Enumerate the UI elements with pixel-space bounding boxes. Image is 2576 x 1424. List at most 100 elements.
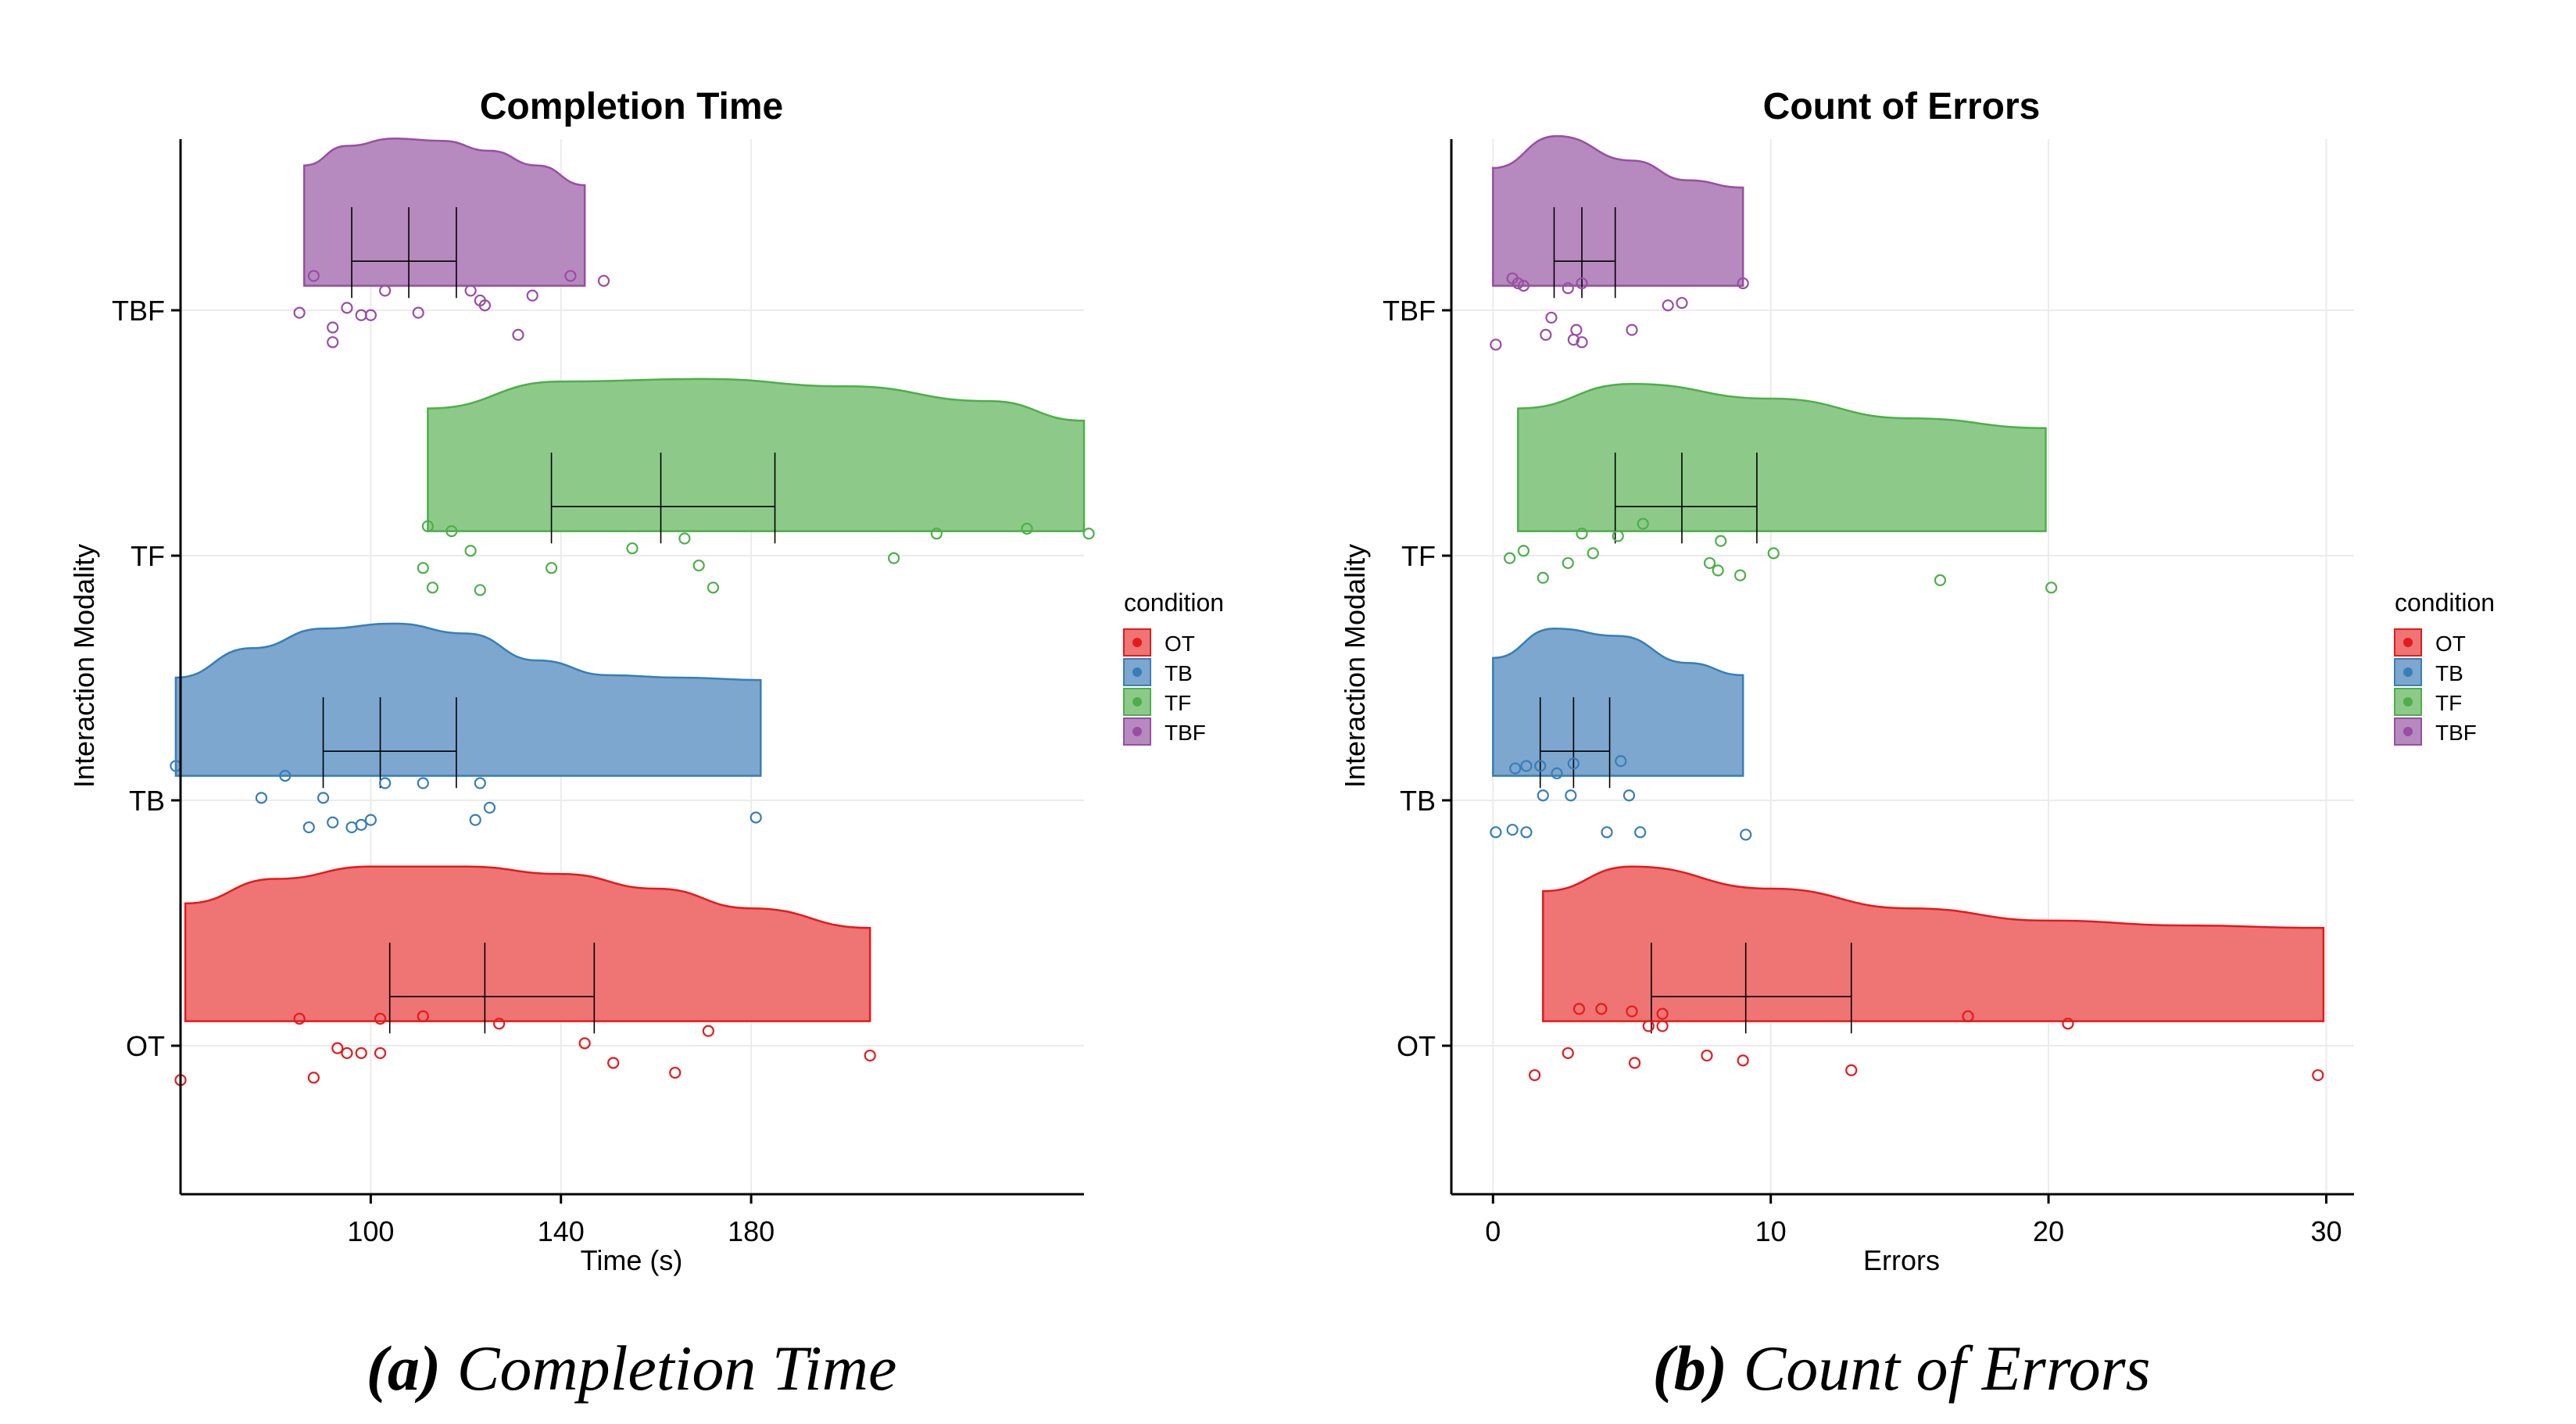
axis-ticks: 0 10 20 30 OT TB TF TBF [1383,295,2342,1247]
data-point [864,1049,876,1062]
series-tbf [293,137,610,349]
data-point [345,821,358,834]
x-tick-label: 30 [2310,1215,2342,1247]
data-point [474,777,486,789]
data-point [1737,277,1749,290]
data-point [669,1066,682,1079]
data-point [678,532,691,545]
data-point [317,792,330,804]
data-point [1567,757,1580,770]
data-point [1615,755,1627,767]
x-axis-label: Errors [1863,1244,1940,1276]
y-axis-label: Interaction Modality [68,544,100,788]
density-tbf [302,137,586,287]
axis-ticks: 100 140 180 OT TB TF TBF [112,295,775,1247]
data-point [493,1018,506,1030]
data-point [255,792,268,804]
legend-dot-tb [2403,667,2413,677]
data-point [341,302,353,314]
data-point [379,284,392,297]
data-point [1534,760,1547,772]
caption-b: (b) Count of Errors [1652,1333,2150,1404]
data-point [578,1037,591,1050]
data-point [1512,277,1524,290]
legend-label-tb: TB [2435,661,2463,685]
data-point [1767,547,1780,560]
data-point [464,284,477,297]
data-point [702,1025,714,1037]
series-tbf [1490,134,1749,351]
x-tick-label: 100 [347,1215,394,1247]
data-point [1562,1047,1574,1060]
data-point [1504,552,1516,564]
data-point [374,1012,387,1025]
data-point [1737,1054,1749,1067]
data-point [1576,277,1588,290]
data-point [327,336,339,349]
data-point [474,584,486,596]
y-tick-label: TF [131,540,165,572]
data-point [1595,1003,1608,1015]
data-point [327,816,339,828]
legend-dot-tf [2403,697,2413,707]
data-point [1490,338,1502,351]
caption-label: (b) [1652,1333,1727,1404]
data-point [1576,528,1588,540]
data-point [607,1057,620,1069]
legend-dot-ot [1132,638,1142,647]
series-tb [1490,627,1752,841]
density-ot [1542,865,2325,1022]
data-point [1626,1005,1638,1018]
data-point [1540,328,1552,341]
x-axis-label: Time (s) [581,1244,683,1276]
data-point [364,309,377,321]
data-point [327,321,339,334]
data-point [355,818,367,832]
data-point [1490,826,1502,839]
density-tbf [1492,134,1744,287]
data-point [1545,311,1558,324]
data-point [750,811,762,824]
legend-dot-tf [1132,697,1142,707]
data-point [412,306,424,319]
data-point [417,562,429,574]
legend-dot-ot [2403,638,2413,647]
data-point [1520,826,1533,839]
data-point [355,309,367,321]
plot-area [170,137,1095,1086]
x-tick-label: 140 [538,1215,585,1247]
data-point [421,520,434,532]
data-point [417,1010,429,1022]
caption-label: (a) [367,1333,442,1404]
chart-title: Count of Errors [1763,86,2041,127]
data-point [1734,569,1747,581]
grid [181,139,1084,1194]
legend-title: condition [1124,589,1224,617]
y-tick-label: TB [129,785,165,817]
data-point [1082,528,1095,540]
data-point [1520,760,1533,772]
data-point [417,777,429,789]
data-point [469,814,481,826]
panel-completion-time: Completion Time 100 140 180 OT TB TF TBF Time … [68,86,1224,1404]
caption-text: Count of Errors [1744,1333,2151,1404]
data-point [1537,571,1549,584]
density-ot [184,865,871,1022]
legend-label-ot: OT [1165,631,1195,656]
y-tick-label: TBF [1383,295,1436,327]
data-point [526,289,538,302]
data-point [293,306,306,319]
data-point [302,821,315,834]
data-point [597,274,610,287]
series-tf [1504,382,2058,594]
data-point [1572,1003,1586,1015]
data-point [1576,336,1588,349]
data-point [1517,545,1530,557]
legend-label-tb: TB [1165,661,1193,685]
data-point [1628,1057,1641,1069]
data-point [341,1047,353,1060]
legend-dot-tbf [1132,727,1142,736]
data-point [1506,824,1519,836]
data-point [483,801,496,814]
